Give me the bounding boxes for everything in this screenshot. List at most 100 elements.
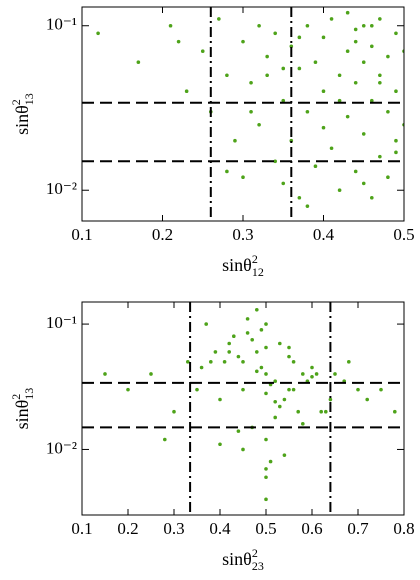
point [250,337,254,342]
y-tick-label: 10⁻¹ [46,15,77,34]
point [378,17,382,21]
point [287,345,291,350]
point [305,204,310,208]
x-tick-label: 0.1 [71,519,92,538]
point [273,31,278,36]
point [297,66,302,71]
point [314,372,319,376]
point [361,181,366,186]
y-tick-label: 10⁻² [46,179,77,198]
point [241,447,245,452]
x-tick-label: 0.2 [152,225,173,244]
point [200,49,205,54]
point [297,195,302,200]
point [361,132,366,136]
point [321,35,326,40]
plot-frame [81,301,405,516]
point [370,23,374,28]
point [329,146,334,151]
point [257,23,261,28]
point [136,60,141,65]
point [324,409,328,414]
point [265,54,269,59]
point [209,360,213,364]
point [236,429,241,433]
point [273,399,278,404]
x-tick-label: 0.2 [117,519,138,538]
point [264,497,268,502]
point [199,365,204,370]
point [356,387,360,392]
point [236,354,241,359]
point [281,98,286,103]
point [222,360,227,364]
point [310,365,314,370]
point [281,66,286,71]
point [204,322,208,326]
point [217,17,221,21]
point [264,437,268,442]
y-tick-label: 10⁻² [46,438,77,457]
point [103,372,107,376]
point [361,23,366,28]
point [264,467,268,471]
point [305,109,310,114]
point [195,387,199,392]
point [227,341,231,346]
point [319,409,324,414]
axis-label-sub: 23 [252,559,264,573]
point [126,387,130,392]
point [218,442,222,447]
point [353,27,358,32]
point [225,73,229,78]
point [296,409,301,414]
point [394,31,398,36]
point [394,89,398,93]
axis-label-base: sinθ [222,549,252,569]
axis-label-sup: 2 [252,546,258,560]
x-tick-label: 0.8 [393,519,414,538]
point [278,341,282,346]
points [103,307,397,502]
point [264,322,268,326]
point [291,360,296,364]
point [264,391,268,396]
point [353,39,358,44]
point [184,89,189,93]
point [361,60,366,65]
point [282,453,287,457]
point [281,181,286,186]
point [394,138,398,143]
point [347,360,351,364]
point [313,60,318,65]
point [337,188,342,193]
point [186,360,190,364]
point [321,125,326,130]
axis-label: sinθ2 12 [222,252,264,279]
point [264,345,268,350]
plot-frame [81,6,405,222]
axis-label-base: sinθ [12,105,32,135]
point [297,35,302,40]
point [328,397,333,402]
point [249,80,253,85]
point [370,195,374,200]
point [378,80,382,85]
point [233,138,237,143]
point [245,331,250,335]
point [96,31,100,36]
point [273,159,278,164]
point [254,307,259,312]
x-tick-label: 0.6 [301,519,322,538]
point [379,387,383,392]
point [345,114,350,119]
point [264,372,268,376]
point [241,387,245,392]
point [378,154,382,159]
x-tick-label: 0.5 [255,519,276,538]
point [370,44,374,49]
x-tick-label: 0.5 [393,225,414,244]
point [386,175,390,180]
axis-label: sinθ213 [9,388,36,430]
